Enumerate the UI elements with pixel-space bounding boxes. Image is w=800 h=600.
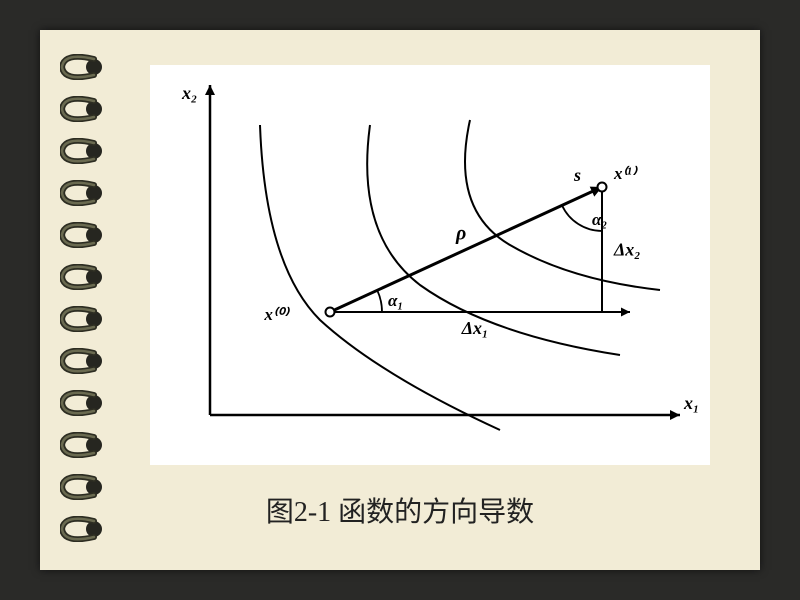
spiral-binding: [60, 54, 110, 546]
binding-ring: [60, 432, 106, 456]
binding-ring: [60, 390, 106, 414]
binding-ring: [60, 96, 106, 120]
svg-text:x₁: x₁: [683, 393, 699, 413]
diagram-svg: x₁ x₂ x⁽⁰⁾ x⁽¹⁾ ρ s Δx₁ Δx₂ α₁ α₂: [150, 65, 710, 465]
svg-text:x⁽¹⁾: x⁽¹⁾: [613, 164, 638, 183]
binding-ring: [60, 138, 106, 162]
slide: x₁ x₂ x⁽⁰⁾ x⁽¹⁾ ρ s Δx₁ Δx₂ α₁ α₂ 图2-1 函数的方向导数: [40, 30, 760, 570]
svg-text:α₁: α₁: [388, 291, 403, 310]
svg-text:Δx₂: Δx₂: [613, 240, 641, 260]
diagram-figure: x₁ x₂ x⁽⁰⁾ x⁽¹⁾ ρ s Δx₁ Δx₂ α₁ α₂: [150, 65, 710, 465]
svg-text:s: s: [573, 165, 581, 185]
binding-ring: [60, 54, 106, 78]
svg-text:Δx₁: Δx₁: [461, 318, 489, 338]
binding-ring: [60, 180, 106, 204]
binding-ring: [60, 306, 106, 330]
binding-ring: [60, 348, 106, 372]
svg-text:x₂: x₂: [181, 83, 197, 103]
svg-text:x⁽⁰⁾: x⁽⁰⁾: [263, 305, 289, 324]
figure-caption: 图2-1 函数的方向导数: [40, 490, 760, 530]
svg-text:α₂: α₂: [592, 210, 607, 229]
svg-text:ρ: ρ: [455, 223, 466, 245]
binding-ring: [60, 264, 106, 288]
binding-ring: [60, 222, 106, 246]
